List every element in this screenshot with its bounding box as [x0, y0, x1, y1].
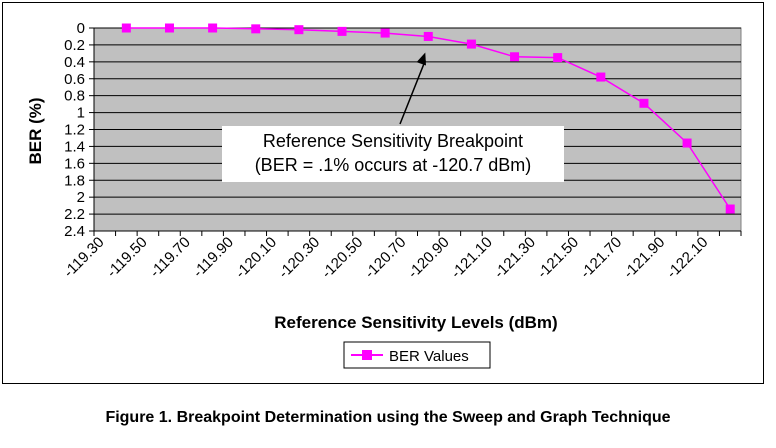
x-tick-label: -121.70	[577, 234, 625, 282]
data-point-marker	[725, 204, 735, 214]
data-point-marker	[682, 138, 692, 148]
x-tick-label: -120.30	[275, 234, 323, 282]
legend: BER Values	[343, 341, 491, 369]
x-axis-title: Reference Sensitivity Levels (dBm)	[274, 313, 557, 332]
annotation-box	[222, 126, 564, 182]
data-point-marker	[510, 52, 520, 62]
x-tick-label: -119.30	[60, 234, 107, 281]
x-tick-label: -120.70	[362, 234, 410, 282]
data-point-marker	[121, 23, 131, 33]
data-point-marker	[423, 31, 433, 41]
data-point-marker	[208, 23, 218, 33]
data-point-marker	[596, 72, 606, 82]
x-tick-label: -120.90	[405, 234, 453, 282]
legend-square-marker	[362, 350, 372, 360]
x-tick-label: -121.10	[448, 234, 496, 282]
figure-frame: 0 0.2 0.4 0.6 0.8 1 1.2 1.4 1.6 1.8 2 2.2 2.4 -119.3…	[2, 2, 764, 384]
annotation-arrow	[399, 60, 426, 125]
data-point-marker	[639, 98, 649, 108]
x-tick-label: -119.50	[104, 234, 151, 281]
y-tick-label: 2	[77, 189, 85, 206]
y-tick-label: 2.2	[64, 206, 85, 223]
x-tick-label: -121.90	[620, 234, 668, 282]
data-point-marker	[251, 24, 261, 34]
y-tick-label: 0.4	[64, 54, 85, 71]
data-point-marker	[466, 39, 476, 49]
data-point-marker	[164, 23, 174, 33]
annotation-line-1: Reference Sensitivity Breakpoint	[263, 131, 523, 151]
ber-line-chart: 00.20.40.60.811.21.41.61.822.22.4 -119.3…	[26, 20, 742, 369]
annotation-line-2: (BER = .1% occurs at -120.7 dBm)	[255, 155, 532, 175]
x-axis-ticks	[93, 231, 742, 236]
figure-caption: Figure 1. Breakpoint Determination using…	[105, 409, 671, 426]
x-tick-label: -121.50	[534, 234, 582, 282]
data-point-marker	[553, 53, 563, 63]
data-point-marker	[294, 25, 304, 35]
y-axis-title: BER (%)	[26, 97, 45, 164]
y-tick-label: 0.6	[64, 71, 85, 88]
y-tick-label: 1.6	[64, 155, 85, 172]
y-tick-label: 0	[77, 20, 85, 37]
x-tick-label: -120.50	[318, 234, 366, 282]
y-tick-label: 1.2	[64, 122, 85, 139]
legend-label: BER Values	[389, 348, 469, 365]
data-point-marker	[380, 28, 390, 38]
y-tick-label: 1.8	[64, 172, 85, 189]
series-ber-values	[121, 23, 735, 214]
x-tick-label: -121.30	[491, 234, 539, 282]
x-tick-label: -120.10	[232, 234, 280, 282]
y-tick-label: 2.4	[64, 223, 85, 240]
annotation-arrowhead	[416, 52, 426, 66]
y-tick-label: 0.2	[64, 37, 85, 54]
x-axis-tick-labels: -119.30-119.50-119.70-119.90-120.10-120.…	[60, 234, 711, 282]
y-axis-ticks: 00.20.40.60.811.21.41.61.822.22.4	[64, 20, 94, 240]
y-tick-label: 1	[77, 105, 85, 122]
y-tick-label: 0.8	[64, 88, 85, 105]
x-tick-label: -119.90	[190, 234, 237, 281]
x-tick-label: -122.10	[663, 234, 711, 282]
y-tick-label: 1.4	[64, 138, 85, 155]
x-tick-label: -119.70	[147, 234, 194, 281]
data-point-marker	[337, 26, 347, 36]
